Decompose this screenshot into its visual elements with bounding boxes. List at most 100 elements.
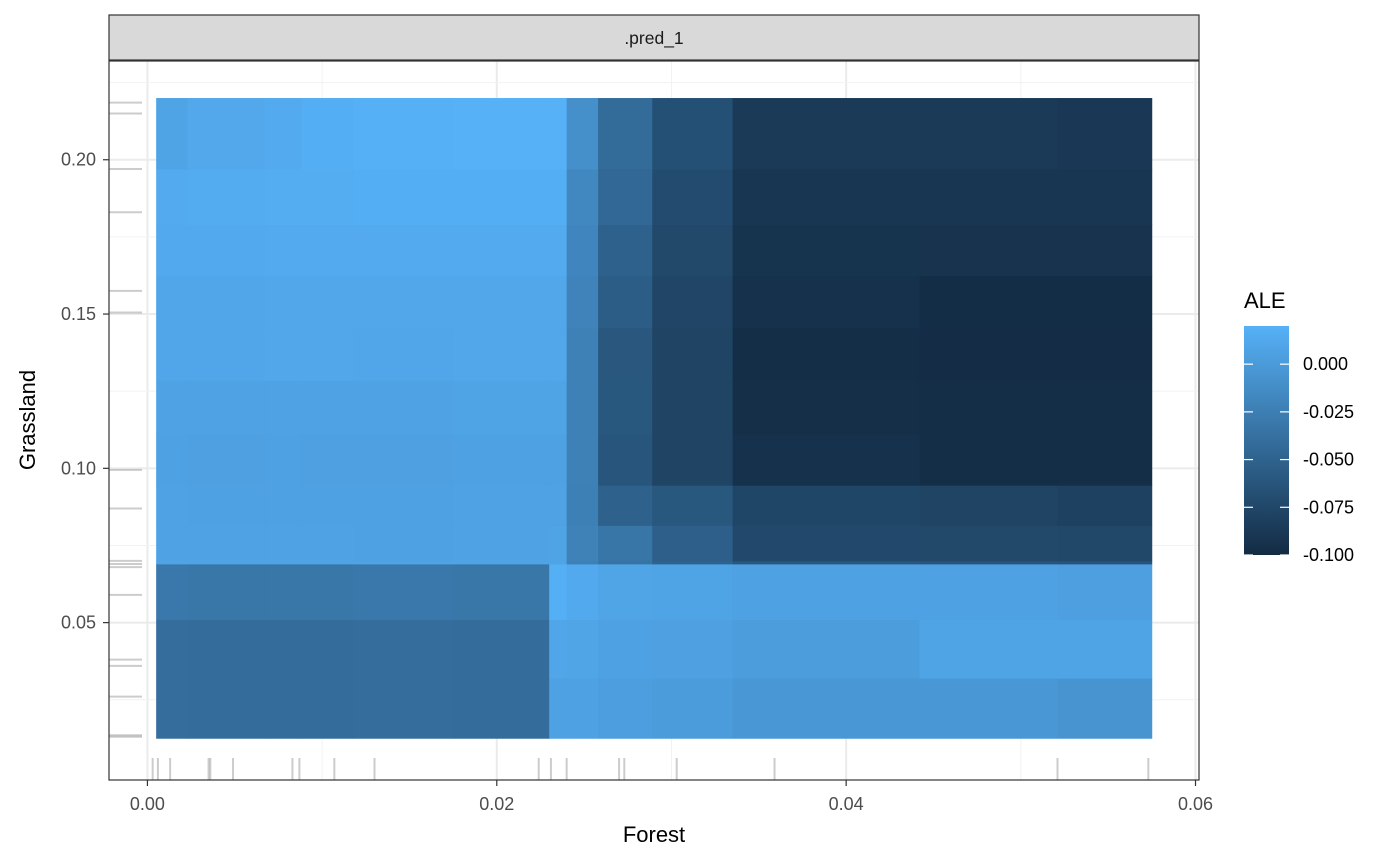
heatmap-tile	[549, 169, 568, 225]
heatmap-tile	[264, 560, 302, 565]
heatmap-tile	[156, 327, 189, 381]
heatmap-tile	[732, 98, 920, 170]
heatmap-tile	[301, 169, 354, 225]
heatmap-tile	[566, 224, 599, 276]
heatmap-tile	[301, 380, 354, 435]
heatmap-tile	[187, 525, 265, 562]
heatmap-tile	[566, 485, 599, 526]
heatmap-tile	[566, 434, 599, 486]
heatmap-tile	[353, 380, 454, 435]
heatmap-tile	[732, 619, 920, 679]
heatmap-tile	[652, 563, 734, 620]
heatmap-tile	[156, 485, 189, 526]
heatmap-tile	[264, 98, 302, 170]
heatmap-tile	[301, 563, 354, 620]
heatmap-tile	[1057, 327, 1153, 381]
heatmap-tile	[652, 525, 734, 562]
legend-break-label: -0.050	[1303, 450, 1354, 470]
heatmap-tile	[1057, 380, 1153, 435]
heatmap-tile	[301, 275, 354, 329]
heatmap-tile	[566, 619, 599, 679]
y-tick-label: 0.15	[61, 304, 96, 324]
heatmap-tile	[264, 327, 302, 381]
y-tick-label: 0.20	[61, 150, 96, 170]
heatmap-tile	[187, 434, 265, 486]
heatmap-tile	[732, 169, 920, 225]
heatmap-tile	[1057, 560, 1153, 565]
heatmap-tile	[264, 169, 302, 225]
heatmap-tile	[301, 525, 354, 562]
heatmap-tile	[156, 224, 189, 276]
legend-break-label: 0.000	[1303, 354, 1348, 374]
heatmap-tile	[264, 525, 302, 562]
heatmap-tile	[919, 98, 1058, 170]
heatmap-tile	[156, 678, 189, 739]
x-axis: 0.00 0.02 0.04 0.06	[130, 780, 1213, 814]
heatmap-tile	[549, 380, 568, 435]
heatmap-tile	[301, 327, 354, 381]
heatmap-tile	[549, 98, 568, 170]
heatmap-tile	[652, 169, 734, 225]
heatmap-tile	[453, 327, 550, 381]
heatmap-tile	[919, 525, 1058, 562]
x-axis-title: Forest	[623, 822, 685, 847]
heatmap-tile	[264, 619, 302, 679]
heatmap-tile	[301, 224, 354, 276]
heatmap-tile	[652, 434, 734, 486]
heatmap-tile	[264, 485, 302, 526]
x-tick-label: 0.00	[130, 794, 165, 814]
heatmap-tile	[919, 563, 1058, 620]
heatmap-tile	[156, 380, 189, 435]
heatmap-tile	[453, 380, 550, 435]
heatmap-tile	[353, 485, 454, 526]
x-tick-label: 0.02	[479, 794, 514, 814]
heatmap-tile	[353, 434, 454, 486]
heatmap-tile	[566, 678, 599, 739]
heatmap-tile	[453, 563, 550, 620]
heatmap-tile	[566, 98, 599, 170]
heatmap-tile	[732, 327, 920, 381]
heatmap-tile	[187, 224, 265, 276]
heatmap-tile	[353, 275, 454, 329]
heatmap-tile	[187, 98, 265, 170]
heatmap-tile	[264, 224, 302, 276]
heatmap-tile	[732, 678, 920, 739]
heatmap-tile	[353, 224, 454, 276]
y-axis-title: Grassland	[15, 370, 40, 470]
heatmap-tile	[156, 619, 189, 679]
color-legend: ALE 0.000 -0.025 -0.050 -0.075 -0.100	[1244, 288, 1354, 565]
heatmap-tile	[652, 224, 734, 276]
heatmap-tile	[732, 560, 920, 565]
heatmap-tile	[598, 525, 653, 562]
heatmap-tile	[453, 560, 550, 565]
heatmap-tile	[919, 619, 1058, 679]
heatmap-tile	[453, 275, 550, 329]
heatmap-tile	[598, 169, 653, 225]
heatmap-tile	[652, 98, 734, 170]
heatmap-tile	[566, 380, 599, 435]
facet-strip-label: .pred_1	[624, 28, 683, 49]
heatmap-tile	[732, 563, 920, 620]
heatmap-tile	[264, 434, 302, 486]
y-axis: 0.05 0.10 0.15 0.20	[61, 150, 109, 633]
heatmap-tile	[549, 275, 568, 329]
heatmap-tile	[301, 98, 354, 170]
heatmap-tile	[549, 327, 568, 381]
legend-breaks: 0.000 -0.025 -0.050 -0.075 -0.100	[1244, 354, 1354, 565]
heatmap-tile	[353, 678, 454, 739]
heatmap-tile	[919, 434, 1058, 486]
heatmap-tile	[187, 169, 265, 225]
legend-title: ALE	[1244, 288, 1286, 313]
x-tick-label: 0.06	[1178, 794, 1213, 814]
heatmap-tile	[156, 563, 189, 620]
heatmap-tile	[566, 563, 599, 620]
y-tick-label: 0.10	[61, 458, 96, 478]
heatmap-tile	[301, 678, 354, 739]
y-tick-label: 0.05	[61, 613, 96, 633]
heatmap-tile	[187, 380, 265, 435]
heatmap-tile	[156, 169, 189, 225]
heatmap-tile	[1057, 224, 1153, 276]
heatmap-tile	[549, 563, 568, 620]
heatmap-tile	[187, 678, 265, 739]
heatmap-tile	[353, 560, 454, 565]
